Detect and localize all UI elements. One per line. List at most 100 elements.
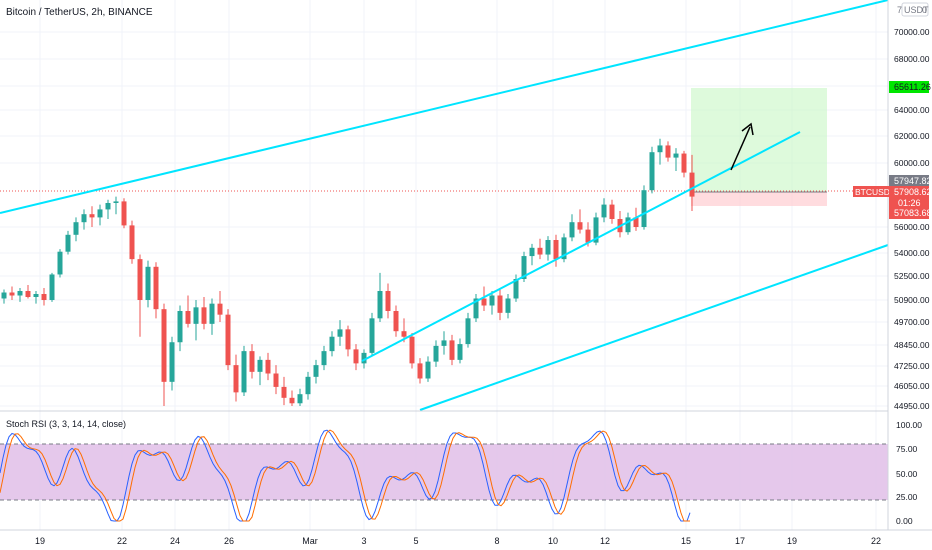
candle xyxy=(193,300,199,341)
candle-body xyxy=(545,240,551,255)
candle-body xyxy=(177,311,183,343)
target-price-text: 65611.26 xyxy=(894,82,931,92)
candle xyxy=(657,138,663,165)
target-zone[interactable] xyxy=(691,88,827,192)
candle xyxy=(377,272,383,322)
candle-body xyxy=(425,361,431,379)
candle xyxy=(577,209,583,234)
symbol-tag-text: BTCUSDT xyxy=(855,187,895,197)
last-price-label xyxy=(889,186,929,209)
target-price-label xyxy=(889,81,929,93)
stop-price-label xyxy=(889,207,929,219)
candle xyxy=(257,356,263,386)
candle-body xyxy=(129,225,135,260)
stop-zone[interactable] xyxy=(691,192,827,206)
candle-body xyxy=(577,222,583,230)
candle-body xyxy=(385,291,391,311)
price-tick-label: 54000.00 xyxy=(894,248,930,258)
candle xyxy=(297,388,303,406)
candle-body xyxy=(17,291,23,296)
projection-arrow[interactable] xyxy=(730,126,751,171)
candle-body xyxy=(201,307,207,324)
candle-body xyxy=(281,386,287,398)
candle xyxy=(273,365,279,395)
support-trendline[interactable] xyxy=(361,131,801,362)
candle xyxy=(561,233,567,263)
upper-channel-line[interactable] xyxy=(0,0,889,214)
candle xyxy=(609,199,615,224)
candle-body xyxy=(113,201,119,203)
candle-body xyxy=(529,247,535,257)
candle xyxy=(409,333,415,369)
candle xyxy=(465,312,471,348)
candle-body xyxy=(377,291,383,319)
candle xyxy=(17,288,23,302)
candle xyxy=(489,291,495,315)
price-tick-label: 52500.00 xyxy=(894,271,930,281)
candle-body xyxy=(89,214,95,218)
candle-body xyxy=(121,201,127,226)
candle-body xyxy=(153,266,159,310)
candle-body xyxy=(625,217,631,233)
time-axis-panel[interactable] xyxy=(0,530,932,550)
candle xyxy=(313,359,319,384)
candle xyxy=(249,344,255,379)
candle xyxy=(97,204,103,226)
arrow-head-icon xyxy=(741,122,754,136)
candle xyxy=(633,207,639,231)
candle xyxy=(425,356,431,382)
candle-body xyxy=(225,314,231,366)
candle xyxy=(513,274,519,302)
candle-body xyxy=(497,295,503,313)
candle-body xyxy=(25,291,31,297)
candle-body xyxy=(409,336,415,364)
candle xyxy=(441,331,447,355)
lower-channel-line[interactable] xyxy=(419,244,889,411)
candle xyxy=(497,289,503,321)
candle-body xyxy=(649,152,655,191)
candle-body xyxy=(393,311,399,332)
candle xyxy=(673,148,679,171)
time-tick-label: 24 xyxy=(170,536,180,546)
candle-body xyxy=(689,172,695,197)
candle-body xyxy=(585,229,591,243)
currency-button[interactable] xyxy=(901,2,929,17)
candle xyxy=(169,336,175,391)
candle xyxy=(601,198,607,223)
candle xyxy=(129,220,135,264)
candle xyxy=(201,297,207,330)
candle xyxy=(81,209,87,230)
price-tick-label: 47250.00 xyxy=(894,361,930,371)
currency-label: USDT xyxy=(904,5,929,15)
candle-body xyxy=(521,256,527,279)
rsi-k-line xyxy=(0,429,691,522)
candle xyxy=(505,294,511,319)
price-tick-label: 64000.00 xyxy=(894,105,930,115)
candle-body xyxy=(673,153,679,158)
time-tick-label: 22 xyxy=(117,536,127,546)
time-tick-label: 5 xyxy=(413,536,418,546)
candle xyxy=(545,236,551,261)
candle xyxy=(569,214,575,242)
chart-title: Bitcoin / TetherUS, 2h, BINANCE xyxy=(6,7,153,18)
candle-body xyxy=(41,294,47,300)
candle-body xyxy=(57,251,63,275)
candle-body xyxy=(449,340,455,360)
rsi-tick-label: 100.00 xyxy=(896,420,922,430)
candle xyxy=(65,230,71,255)
candle-body xyxy=(161,309,167,382)
high-price-label xyxy=(889,175,929,187)
price-tick-label: 62000.00 xyxy=(894,131,930,141)
candle xyxy=(321,345,327,371)
candle-body xyxy=(73,222,79,235)
candle xyxy=(105,199,111,219)
candle xyxy=(49,272,55,302)
candle-body xyxy=(601,204,607,218)
candle-body xyxy=(137,259,143,300)
candlestick-series xyxy=(1,138,695,406)
time-tick-label: 19 xyxy=(787,536,797,546)
candle xyxy=(457,338,463,364)
candle xyxy=(185,295,191,328)
candle-body xyxy=(241,351,247,393)
